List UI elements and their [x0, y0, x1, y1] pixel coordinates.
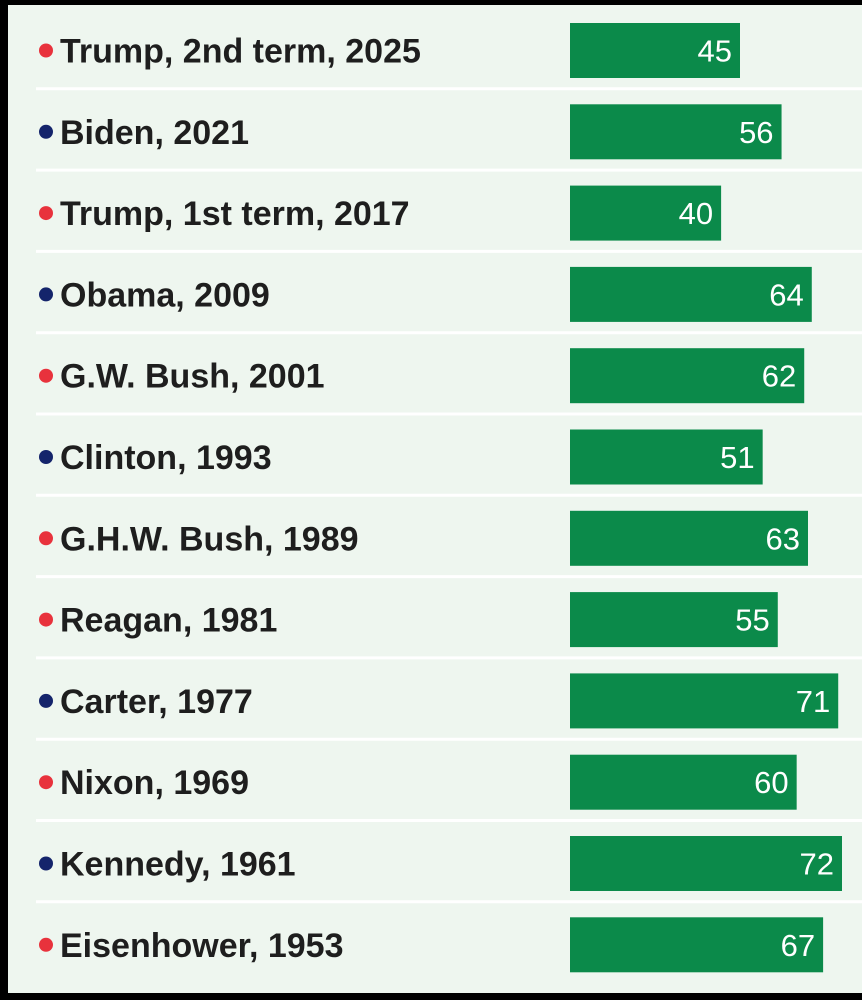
bar — [570, 429, 763, 485]
bar-row: G.H.W. Bush, 1989 63 — [39, 510, 808, 566]
bar — [570, 592, 778, 648]
party-dot — [39, 43, 53, 58]
party-dot — [39, 531, 53, 546]
category-label: Trump, 2nd term, 2025 — [60, 33, 421, 71]
category-label: Biden, 2021 — [60, 114, 249, 152]
bar — [570, 510, 808, 566]
bar — [570, 673, 839, 729]
bar — [570, 104, 782, 160]
party-dot — [39, 612, 53, 627]
data-label: 55 — [735, 603, 769, 638]
party-dot — [39, 775, 53, 790]
bar — [570, 185, 722, 241]
bar-row: Trump, 2nd term, 2025 45 — [39, 23, 740, 78]
row-separators — [36, 87, 862, 904]
bar-row: Clinton, 1993 51 — [39, 429, 763, 485]
party-dot — [39, 450, 53, 464]
category-label: G.H.W. Bush, 1989 — [60, 520, 359, 558]
category-label: Nixon, 1969 — [60, 764, 249, 802]
category-label: Eisenhower, 1953 — [60, 927, 344, 965]
bar-row: Obama, 2009 64 — [39, 266, 812, 322]
bar-row: Reagan, 1981 55 — [39, 592, 778, 648]
bar — [570, 348, 805, 404]
data-label: 72 — [800, 847, 834, 882]
party-dot — [39, 287, 53, 302]
party-dot — [39, 124, 53, 139]
data-label: 45 — [698, 34, 732, 69]
data-label: 63 — [766, 521, 800, 556]
data-label: 64 — [769, 277, 803, 312]
bar-row: Eisenhower, 1953 67 — [39, 917, 824, 973]
bar-row: G.W. Bush, 2001 62 — [39, 348, 805, 404]
category-label: Clinton, 1993 — [60, 439, 272, 477]
bar-row: Biden, 2021 56 — [39, 104, 782, 160]
data-label: 40 — [679, 196, 713, 231]
bar-row: Nixon, 1969 60 — [39, 754, 797, 810]
category-label: Reagan, 1981 — [60, 602, 277, 640]
bar — [570, 23, 740, 78]
data-label: 51 — [720, 440, 754, 475]
party-dot — [39, 206, 53, 221]
data-label: 60 — [754, 765, 788, 800]
bar — [570, 266, 812, 322]
bar — [570, 836, 842, 891]
bar — [570, 754, 797, 810]
bar-rows: Trump, 2nd term, 2025 45 Biden, 2021 56 Trum… — [39, 23, 842, 973]
category-label: Obama, 2009 — [60, 276, 270, 314]
bar-row: Kennedy, 1961 72 — [39, 836, 842, 891]
category-label: Trump, 1st term, 2017 — [60, 195, 410, 233]
category-label: Kennedy, 1961 — [60, 846, 296, 884]
party-dot — [39, 368, 53, 383]
category-label: G.W. Bush, 2001 — [60, 358, 325, 396]
data-label: 71 — [796, 684, 830, 719]
party-dot — [39, 937, 53, 952]
bar-row: Trump, 1st term, 2017 40 — [39, 185, 722, 241]
bar-chart: Trump, 2nd term, 2025 45 Biden, 2021 56 Trum… — [8, 5, 862, 993]
bar-row: Carter, 1977 71 — [39, 673, 839, 729]
party-dot — [39, 856, 53, 871]
bar — [570, 917, 824, 973]
data-label: 67 — [781, 928, 815, 963]
chart-frame: Trump, 2nd term, 2025 45 Biden, 2021 56 Trum… — [8, 5, 862, 993]
category-label: Carter, 1977 — [60, 683, 253, 721]
data-label: 56 — [739, 115, 773, 150]
data-label: 62 — [762, 359, 796, 394]
party-dot — [39, 693, 53, 708]
